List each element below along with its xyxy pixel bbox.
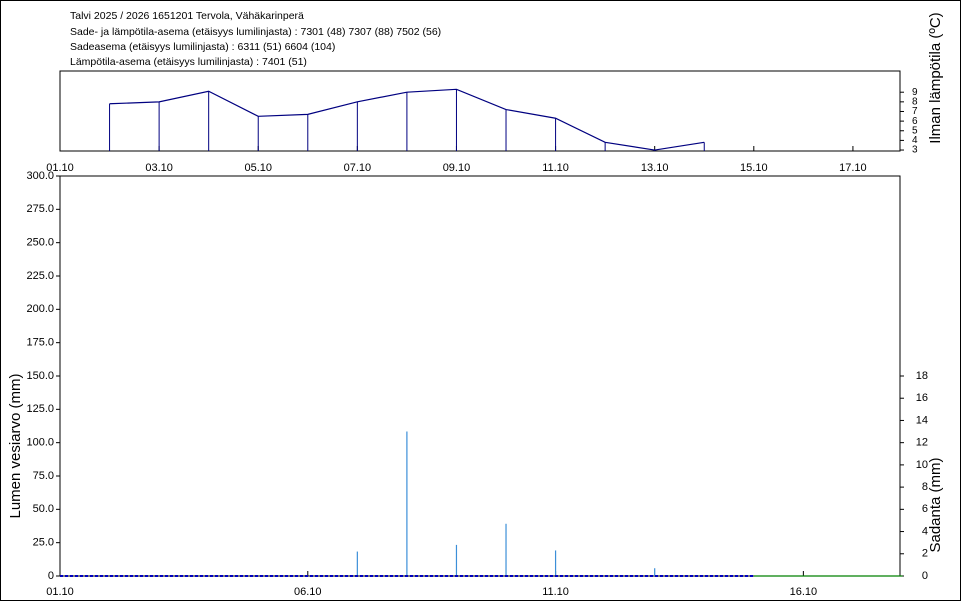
y-axis-label: Lumen vesiarvo (mm) [7,373,24,518]
y-tick-label: 300.0 [26,170,54,182]
header-line: Sade- ja lämpötila-asema (etäisyys lumil… [70,26,441,38]
x-tick-label: 11.10 [542,162,569,174]
y-tick-label: 0 [48,570,54,582]
y2-tick-label: 12 [916,437,928,449]
y-tick-label: 250.0 [26,237,54,249]
y-tick-label: 125.0 [26,403,54,415]
y-tick-label: 25.0 [33,537,54,549]
x-tick-label: 01.10 [46,162,74,174]
y2-tick-label: 4 [912,135,918,146]
y2-tick-label: 5 [912,125,918,136]
y2-tick-label: 6 [912,116,918,127]
x-tick-label: 01.10 [46,586,74,598]
y-tick-label: 225.0 [26,270,54,282]
y2-tick-label: 4 [922,525,928,537]
y2-tick-label: 7 [912,106,918,117]
y-tick-label: 75.0 [33,470,54,482]
y-tick-label: 100.0 [26,437,54,449]
x-tick-label: 11.10 [542,586,569,598]
y2-tick-label: 8 [912,96,918,107]
y-tick-label: 175.0 [26,337,54,349]
y2-tick-label: 10 [916,459,928,471]
y2-tick-label: 9 [912,87,918,98]
y2-axis-label: Ilman lämpötila (ºC) [927,12,944,143]
y-tick-label: 150.0 [26,370,54,382]
y-tick-label: 275.0 [26,203,54,215]
x-tick-label: 13.10 [641,162,669,174]
y2-tick-label: 16 [916,392,928,404]
x-tick-label: 16.10 [790,586,818,598]
x-tick-label: 15.10 [740,162,768,174]
y2-tick-label: 0 [922,570,928,582]
x-tick-label: 09.10 [443,162,471,174]
y2-axis-label: Sadanta (mm) [927,457,944,552]
x-tick-label: 06.10 [294,586,322,598]
y-tick-label: 200.0 [26,303,54,315]
x-tick-label: 05.10 [244,162,272,174]
series-line [109,88,705,151]
header-line: Talvi 2025 / 2026 1651201 Tervola, Vähäk… [70,10,304,22]
y-tick-label: 50.0 [33,503,54,515]
y2-tick-label: 2 [922,548,928,560]
x-tick-label: 17.10 [839,162,867,174]
y2-tick-label: 8 [922,481,928,493]
y2-tick-label: 14 [916,414,928,426]
y2-tick-label: 3 [912,145,918,156]
header-line: Lämpötila-asema (etäisyys lumilinjasta) … [70,56,307,68]
y2-tick-label: 18 [916,370,928,382]
x-tick-label: 07.10 [344,162,372,174]
x-tick-label: 03.10 [145,162,173,174]
y2-tick-label: 6 [922,503,928,515]
header-line: Sadeasema (etäisyys lumilinjasta) : 6311… [70,41,335,53]
